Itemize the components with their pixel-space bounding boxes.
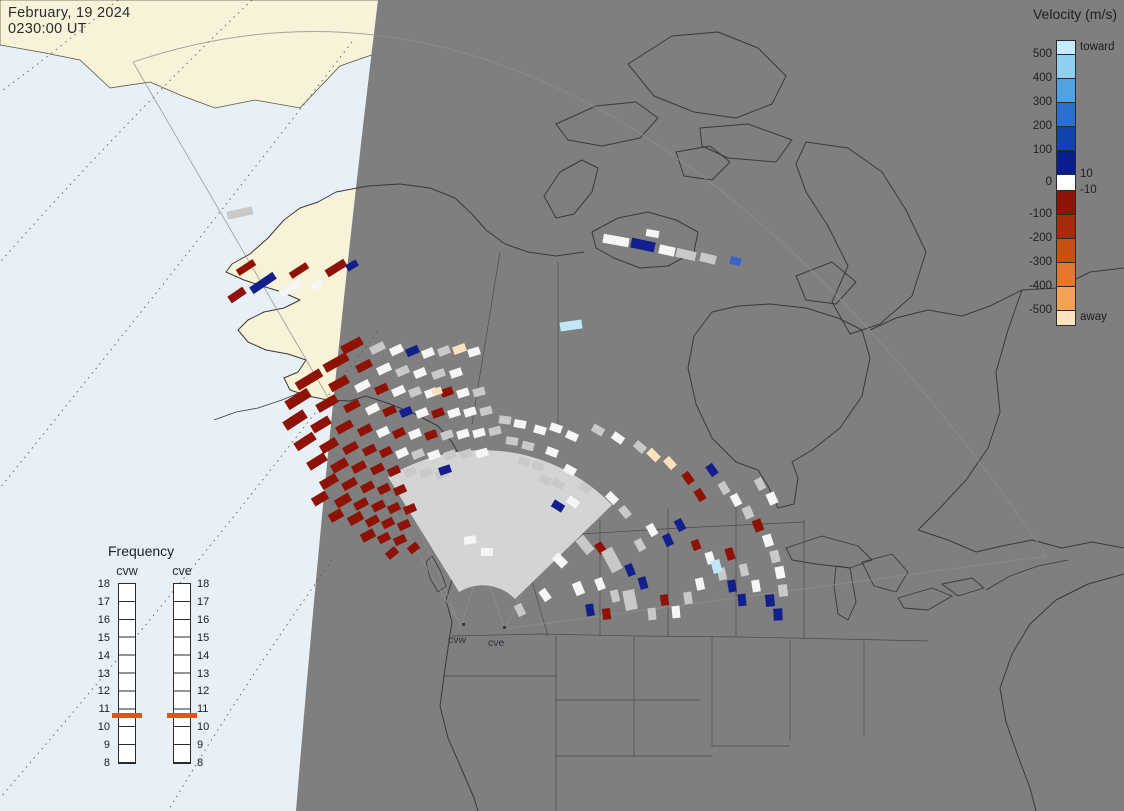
velocity-cell — [463, 535, 477, 545]
radar-site-dot — [462, 623, 465, 626]
velocity-tick-label: -100 — [1028, 208, 1052, 220]
velocity-segment — [1057, 41, 1075, 55]
freq-tick-label: 15 — [197, 631, 210, 644]
velocity-cell — [505, 436, 519, 446]
velocity-segment — [1057, 55, 1075, 79]
away-label: away — [1080, 311, 1107, 323]
freq-tick-label: 11 — [197, 703, 209, 716]
velocity-tick-label: -500 — [1028, 304, 1052, 316]
velocity-segment — [1057, 239, 1075, 263]
freq-tick-label: 11 — [98, 703, 110, 716]
velocity-segment — [1057, 151, 1075, 175]
freq-tick-label: 14 — [197, 649, 210, 662]
freq-tick-label: 10 — [97, 721, 110, 734]
freq-tick-label: 15 — [97, 631, 110, 644]
velocity-cell — [683, 591, 693, 605]
freq-tick-label: 12 — [97, 685, 110, 698]
freq-marker-cvw — [112, 713, 142, 718]
freq-col-label-cvw: cvw — [116, 564, 138, 578]
velocity-colorbar — [1056, 40, 1076, 326]
velocity-segment — [1057, 263, 1075, 287]
freq-tick-label: 18 — [197, 578, 210, 590]
velocity-segment — [1057, 127, 1075, 151]
freq-tick-label: 16 — [197, 613, 210, 626]
velocity-tick-label: -400 — [1028, 280, 1052, 292]
freq-bar-cve — [173, 583, 191, 764]
velocity-segment — [1057, 311, 1075, 325]
date-label: February, 19 2024 — [8, 5, 131, 21]
radar-site-dot — [503, 626, 506, 629]
freq-tick-label: 13 — [197, 667, 210, 680]
freq-tick-label: 9 — [197, 739, 204, 752]
freq-tick-label: 13 — [97, 667, 110, 680]
freq-marker-cve — [167, 713, 197, 718]
velocity-tick-label: 100 — [1032, 144, 1052, 156]
radar-label-cvw: cvw — [448, 634, 467, 646]
velocity-segment — [1057, 191, 1075, 215]
velocity-cell — [480, 547, 494, 557]
freq-tick-label: 12 — [197, 685, 210, 698]
velocity-cell — [777, 583, 789, 597]
night-region — [296, 0, 1124, 811]
velocity-tick-label: 200 — [1032, 120, 1052, 132]
freq-tick-label: 16 — [97, 613, 110, 626]
velocity-cell — [644, 228, 660, 238]
velocity-cell — [764, 593, 776, 607]
freq-tick-label: 9 — [103, 739, 110, 752]
velocity-tick-label: 500 — [1032, 48, 1052, 60]
freq-col-label-cve: cve — [172, 564, 192, 578]
velocity-tick-label: -300 — [1028, 256, 1052, 268]
velocity-legend-title: Velocity (m/s) — [1032, 6, 1117, 22]
freq-tick-label: 17 — [197, 595, 210, 608]
near-zero-tick-neg10: -10 — [1080, 184, 1097, 196]
time-label: 0230:00 UT — [8, 21, 87, 37]
velocity-tick-label: 300 — [1032, 96, 1052, 108]
near-zero-tick-10: 10 — [1080, 168, 1093, 180]
geomagnetic-grid — [0, 0, 378, 811]
frequency-legend-title: Frequency — [108, 543, 175, 559]
velocity-cell — [659, 593, 669, 607]
freq-tick-label: 18 — [97, 578, 110, 590]
toward-label: toward — [1080, 41, 1115, 53]
velocity-tick-label: 0 — [1045, 176, 1052, 188]
velocity-cell — [601, 608, 611, 620]
velocity-cell — [498, 415, 512, 425]
radar-label-cve: cve — [488, 637, 505, 649]
freq-tick-label: 10 — [197, 721, 210, 734]
freq-tick-label: 17 — [97, 595, 110, 608]
velocity-cell — [751, 579, 761, 593]
velocity-segment — [1057, 175, 1075, 191]
freq-tick-label: 8 — [103, 757, 110, 769]
velocity-segment — [1057, 287, 1075, 311]
velocity-cell — [737, 593, 747, 607]
velocity-cell — [647, 607, 657, 621]
velocity-tick-label: -200 — [1028, 232, 1052, 244]
velocity-tick-label: 400 — [1032, 72, 1052, 84]
freq-tick-label: 8 — [197, 757, 204, 769]
velocity-tick-labels: 500 400 300 200 100 0 -100 -200 -300 -400 -500 — [1012, 0, 1052, 811]
velocity-segment — [1057, 103, 1075, 127]
velocity-cell — [671, 605, 681, 619]
velocity-segment — [1057, 79, 1075, 103]
freq-tick-label: 14 — [97, 649, 110, 662]
velocity-segment — [1057, 215, 1075, 239]
freq-bar-cvw — [118, 583, 136, 764]
velocity-cell — [773, 607, 783, 621]
